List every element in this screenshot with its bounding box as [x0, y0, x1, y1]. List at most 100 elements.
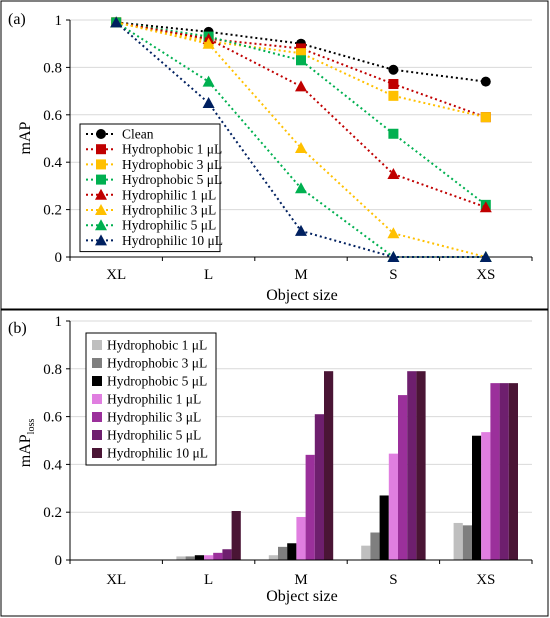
panel-b-y-tick-label: 0.6 [43, 410, 62, 426]
legend-entry-hydrophilic-10-ul: Hydrophilic 10 μL [92, 446, 208, 461]
data-point-hydrophilic-10-ul [295, 224, 307, 236]
panel-a-y-tick-label: 0.4 [43, 155, 62, 171]
legend-swatch-marker [96, 159, 106, 170]
bar-hydrophilic-5-ul-s [407, 371, 417, 560]
bar-hydrophilic-3-ul-l [213, 552, 223, 560]
legend-entry-hydrophobic-1-ul: Hydrophobic 1 μL [86, 142, 222, 157]
data-point-clean [480, 76, 491, 87]
data-point-hydrophilic-5-ul [202, 75, 215, 87]
panel-a-y-axis-title: mAP [17, 121, 34, 154]
panel-a-y-tick-label: 0 [55, 250, 63, 266]
panel-b-y-axis-title-main: mAP [17, 434, 34, 467]
data-point-hydrophilic-1-ul [387, 168, 400, 180]
data-point-hydrophilic-10-ul [479, 251, 492, 262]
legend-entry-hydrophobic-5-ul: Hydrophobic 5 μL [92, 374, 207, 389]
panel-b-y-tick-label: 0.2 [43, 505, 62, 521]
legend-entry-hydrophobic-1-ul: Hydrophobic 1 μL [92, 338, 207, 353]
panel-a-x-axis-title: Object size [266, 287, 338, 304]
legend-swatch [92, 394, 102, 404]
series-hydrophilic-10-ul [110, 16, 492, 262]
data-point-hydrophilic-3-ul [295, 141, 307, 153]
panel-a-x-tick-label: M [294, 267, 307, 283]
bar-hydrophobic-5-ul-xs [472, 435, 482, 560]
legend-entry-hydrophobic-3-ul: Hydrophobic 3 μL [92, 356, 207, 371]
panel-a-line-chart: (a) 0 0.2 0.4 0.6 0.8 1 XL L M S XS Object size mA… [0, 0, 549, 310]
bar-hydrophilic-3-ul-xs [490, 383, 500, 560]
bar-hydrophilic-10-ul-s [416, 371, 426, 560]
data-point-hydrophilic-1-ul [295, 80, 307, 92]
legend-label: Hydrophilic 1 μL [107, 392, 201, 407]
bar-hydrophobic-3-ul-s [370, 532, 380, 560]
bar-hydrophobic-5-ul-m [287, 543, 297, 560]
panel-b-frame [0, 309, 549, 617]
legend-entry-hydrophobic-5-ul: Hydrophobic 5 μL [86, 172, 222, 187]
bar-hydrophilic-1-ul-l [204, 555, 214, 560]
bar-hydrophilic-5-ul-m [314, 414, 324, 560]
legend-entry-hydrophilic-1-ul: Hydrophilic 1 μL [86, 187, 216, 202]
panel-b-bar-chart: (b) 0 0.2 0.4 0.6 0.8 1 XL L M S XS Object size mA… [0, 309, 549, 617]
panel-b-x-tick-label: L [204, 572, 213, 588]
bar-hydrophilic-10-ul-m [324, 371, 334, 560]
legend-entry-hydrophilic-5-ul: Hydrophilic 5 μL [86, 218, 216, 233]
bar-hydrophobic-1-ul-xs [453, 522, 463, 560]
legend-entry-hydrophilic-3-ul: Hydrophilic 3 μL [86, 203, 216, 218]
panel-b-legend: Hydrophobic 1 μL Hydrophobic 3 μL Hydropho… [85, 332, 217, 466]
legend-swatch-marker [95, 234, 107, 246]
legend-label: Hydrophobic 3 μL [122, 157, 222, 172]
legend-swatch [92, 340, 102, 350]
panel-b-x-axis-title: Object size [266, 588, 338, 605]
legend-label: Hydrophilic 5 μL [122, 218, 216, 233]
panel-a-x-tick-label: XS [476, 267, 495, 283]
panel-b-y-tick-label: 0.8 [43, 362, 62, 378]
legend-label: Hydrophilic 10 μL [122, 233, 223, 248]
panel-b-bars [176, 371, 518, 560]
bar-hydrophobic-1-ul-m [268, 555, 278, 560]
legend-swatch-marker [96, 129, 106, 139]
legend-label: Hydrophilic 5 μL [107, 428, 201, 443]
legend-label: Hydrophobic 5 μL [122, 172, 222, 187]
data-point-clean [388, 64, 399, 75]
bar-hydrophilic-5-ul-xs [499, 383, 509, 560]
panel-b-tick-labels: 0 0.2 0.4 0.6 0.8 1 XL L M S XS [43, 314, 495, 588]
bar-hydrophobic-3-ul-m [278, 546, 288, 560]
panel-a-axes [66, 19, 533, 261]
legend-entry-clean: Clean [86, 127, 154, 142]
legend-label: Hydrophilic 1 μL [122, 187, 216, 202]
panel-a-label: (a) [8, 11, 26, 28]
legend-swatch-marker [95, 219, 107, 231]
legend-swatch [92, 376, 102, 386]
bar-hydrophilic-1-ul-xs [481, 432, 491, 560]
legend-label: Hydrophilic 10 μL [107, 446, 208, 461]
data-point-hydrophilic-10-ul [387, 251, 400, 262]
panel-b-y-axis-title: mAPloss [17, 419, 37, 468]
panel-a-y-tick-label: 1 [55, 13, 63, 29]
data-point-hydrophilic-5-ul [295, 182, 307, 194]
bar-hydrophilic-1-ul-s [388, 453, 398, 560]
legend-swatch-marker [96, 174, 106, 185]
bar-hydrophilic-10-ul-xs [508, 383, 518, 560]
bar-hydrophilic-10-ul-l [231, 511, 241, 560]
legend-label: Hydrophobic 3 μL [107, 356, 207, 371]
bar-hydrophobic-3-ul-l [185, 556, 195, 560]
legend-label: Clean [122, 127, 154, 142]
panel-b-x-tick-label: S [389, 572, 397, 588]
data-point-hydrophobic-5-ul [388, 128, 399, 139]
legend-swatch [92, 358, 102, 368]
panel-a-x-tick-label: L [204, 267, 213, 283]
panel-a-x-tick-label: XL [106, 267, 126, 283]
panel-a-tick-labels: 0 0.2 0.4 0.6 0.8 1 XL L M S XS [43, 13, 495, 283]
bar-hydrophobic-3-ul-xs [462, 525, 472, 560]
data-point-hydrophobic-3-ul [296, 48, 306, 59]
legend-label: Hydrophobic 1 μL [107, 338, 207, 353]
legend-swatch [92, 430, 102, 440]
legend-entry-hydrophilic-10-ul: Hydrophilic 10 μL [86, 233, 223, 248]
panel-b-legend-box [85, 332, 217, 466]
legend-entry-hydrophilic-1-ul: Hydrophilic 1 μL [92, 392, 201, 407]
legend-swatch [92, 412, 102, 422]
bar-hydrophilic-3-ul-m [305, 454, 315, 560]
bar-hydrophilic-3-ul-s [398, 395, 408, 560]
legend-label: Hydrophilic 3 μL [122, 203, 216, 218]
panel-b-x-tick-label: M [294, 572, 307, 588]
data-point-hydrophobic-3-ul [480, 112, 491, 123]
panel-b-axes [66, 320, 533, 564]
